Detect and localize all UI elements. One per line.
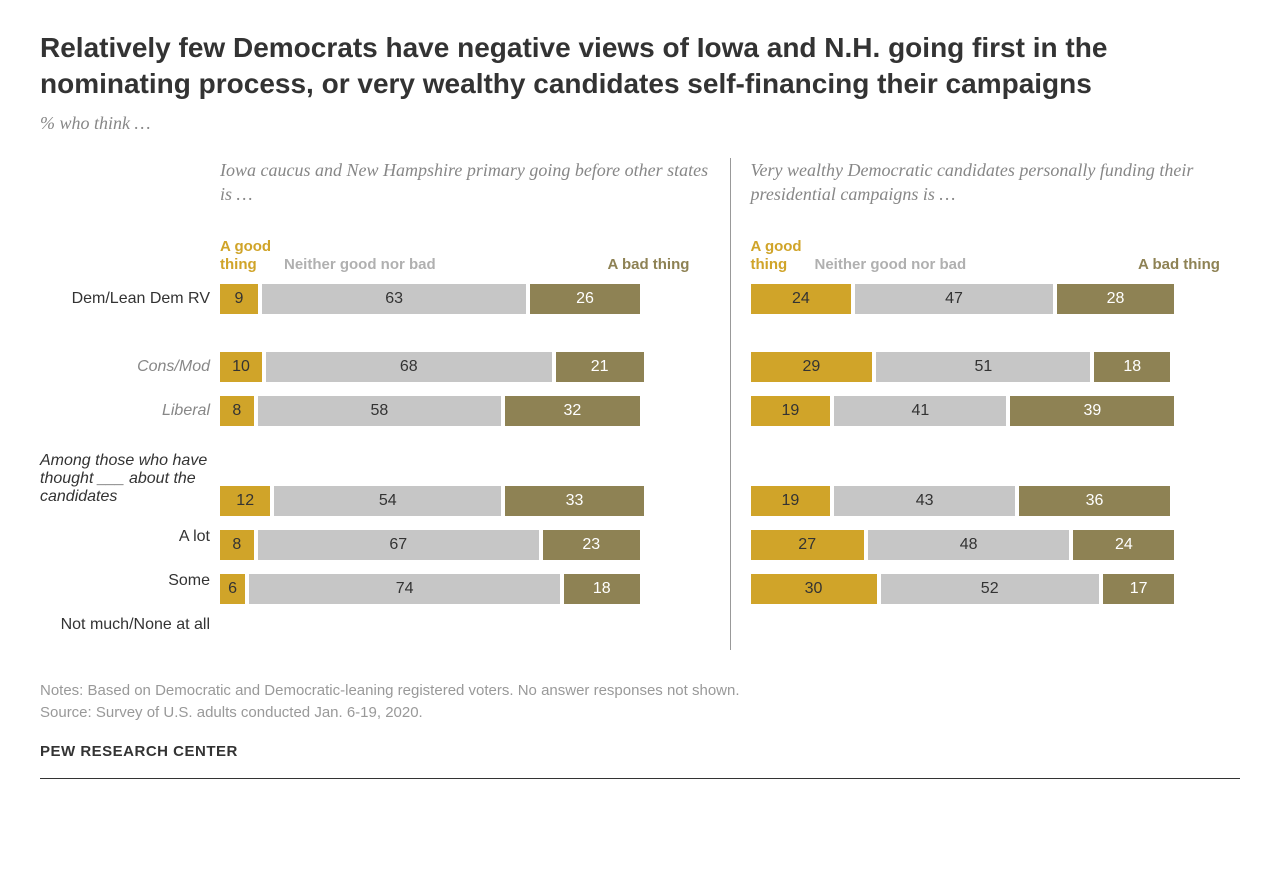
bar-row: 274824 bbox=[751, 526, 1241, 564]
row-label: A lot bbox=[40, 528, 220, 546]
row-label: Not much/None at all bbox=[40, 616, 220, 634]
bar-bad: 18 bbox=[564, 574, 640, 604]
bar-good: 29 bbox=[751, 352, 873, 382]
bar-row: 106821 bbox=[220, 348, 710, 386]
bar-neither: 67 bbox=[258, 530, 539, 560]
bar-good: 24 bbox=[751, 284, 852, 314]
bar-row: 194336 bbox=[751, 482, 1241, 520]
bar-row: 96326 bbox=[220, 280, 710, 318]
bar-row: 305217 bbox=[751, 570, 1241, 608]
notes-line: Notes: Based on Democratic and Democrati… bbox=[40, 680, 1240, 703]
bar-neither: 51 bbox=[876, 352, 1090, 382]
section-label: Among those who have thought ___ about t… bbox=[40, 452, 220, 506]
bar-neither: 48 bbox=[868, 530, 1070, 560]
bar-row: 67418 bbox=[220, 570, 710, 608]
column-headers-right: A good thing Neither good nor bad A bad … bbox=[751, 218, 1241, 274]
row-label: Dem/Lean Dem RV bbox=[40, 290, 220, 308]
bar-neither: 52 bbox=[881, 574, 1099, 604]
bar-bad: 32 bbox=[505, 396, 639, 426]
bar-good: 6 bbox=[220, 574, 245, 604]
bar-bad: 21 bbox=[556, 352, 644, 382]
bar-row: 86723 bbox=[220, 526, 710, 564]
bar-good: 12 bbox=[220, 486, 270, 516]
bar-neither: 74 bbox=[249, 574, 560, 604]
panel-left: Iowa caucus and New Hampshire primary go… bbox=[220, 158, 730, 650]
chart-notes: Notes: Based on Democratic and Democrati… bbox=[40, 680, 1240, 725]
bar-neither: 58 bbox=[258, 396, 502, 426]
row-label: Liberal bbox=[40, 402, 220, 420]
brand: PEW RESEARCH CENTER bbox=[40, 743, 1240, 779]
col-header-bad: A bad thing bbox=[600, 256, 710, 274]
panel-left-title: Iowa caucus and New Hampshire primary go… bbox=[220, 158, 710, 218]
bar-bad: 36 bbox=[1019, 486, 1170, 516]
row-labels-column: Dem/Lean Dem RV Cons/Mod Liberal Among tho… bbox=[40, 158, 220, 650]
bar-neither: 68 bbox=[266, 352, 552, 382]
bar-bad: 23 bbox=[543, 530, 640, 560]
chart-title: Relatively few Democrats have negative v… bbox=[40, 30, 1240, 103]
bar-neither: 43 bbox=[834, 486, 1015, 516]
bar-good: 10 bbox=[220, 352, 262, 382]
bar-good: 19 bbox=[751, 396, 831, 426]
bar-row: 295118 bbox=[751, 348, 1241, 386]
bar-good: 8 bbox=[220, 396, 254, 426]
bar-neither: 54 bbox=[274, 486, 501, 516]
bar-good: 8 bbox=[220, 530, 254, 560]
bar-good: 19 bbox=[751, 486, 831, 516]
bar-good: 9 bbox=[220, 284, 258, 314]
chart-area: Dem/Lean Dem RV Cons/Mod Liberal Among tho… bbox=[40, 158, 1240, 650]
bar-row: 244728 bbox=[751, 280, 1241, 318]
bar-bad: 26 bbox=[530, 284, 639, 314]
panel-right-title: Very wealthy Democratic candidates perso… bbox=[751, 158, 1241, 218]
col-header-neither: Neither good nor bad bbox=[272, 256, 600, 274]
bar-neither: 41 bbox=[834, 396, 1006, 426]
bar-bad: 28 bbox=[1057, 284, 1175, 314]
chart-subtitle: % who think … bbox=[40, 113, 1240, 134]
source-line: Source: Survey of U.S. adults conducted … bbox=[40, 702, 1240, 725]
row-label: Some bbox=[40, 572, 220, 590]
bar-good: 27 bbox=[751, 530, 864, 560]
bar-row: 125433 bbox=[220, 482, 710, 520]
col-header-bad: A bad thing bbox=[1130, 256, 1240, 274]
bar-bad: 18 bbox=[1094, 352, 1170, 382]
col-header-good: A good thing bbox=[220, 238, 272, 274]
panel-right: Very wealthy Democratic candidates perso… bbox=[730, 158, 1241, 650]
bar-bad: 24 bbox=[1073, 530, 1174, 560]
bar-neither: 47 bbox=[855, 284, 1052, 314]
col-header-good: A good thing bbox=[751, 238, 803, 274]
column-headers-left: A good thing Neither good nor bad A bad … bbox=[220, 218, 710, 274]
bar-neither: 63 bbox=[262, 284, 527, 314]
col-header-neither: Neither good nor bad bbox=[803, 256, 1131, 274]
bar-row: 194139 bbox=[751, 392, 1241, 430]
bar-bad: 39 bbox=[1010, 396, 1174, 426]
bar-row: 85832 bbox=[220, 392, 710, 430]
bar-good: 30 bbox=[751, 574, 877, 604]
bar-bad: 17 bbox=[1103, 574, 1174, 604]
bar-bad: 33 bbox=[505, 486, 644, 516]
row-label: Cons/Mod bbox=[40, 358, 220, 376]
